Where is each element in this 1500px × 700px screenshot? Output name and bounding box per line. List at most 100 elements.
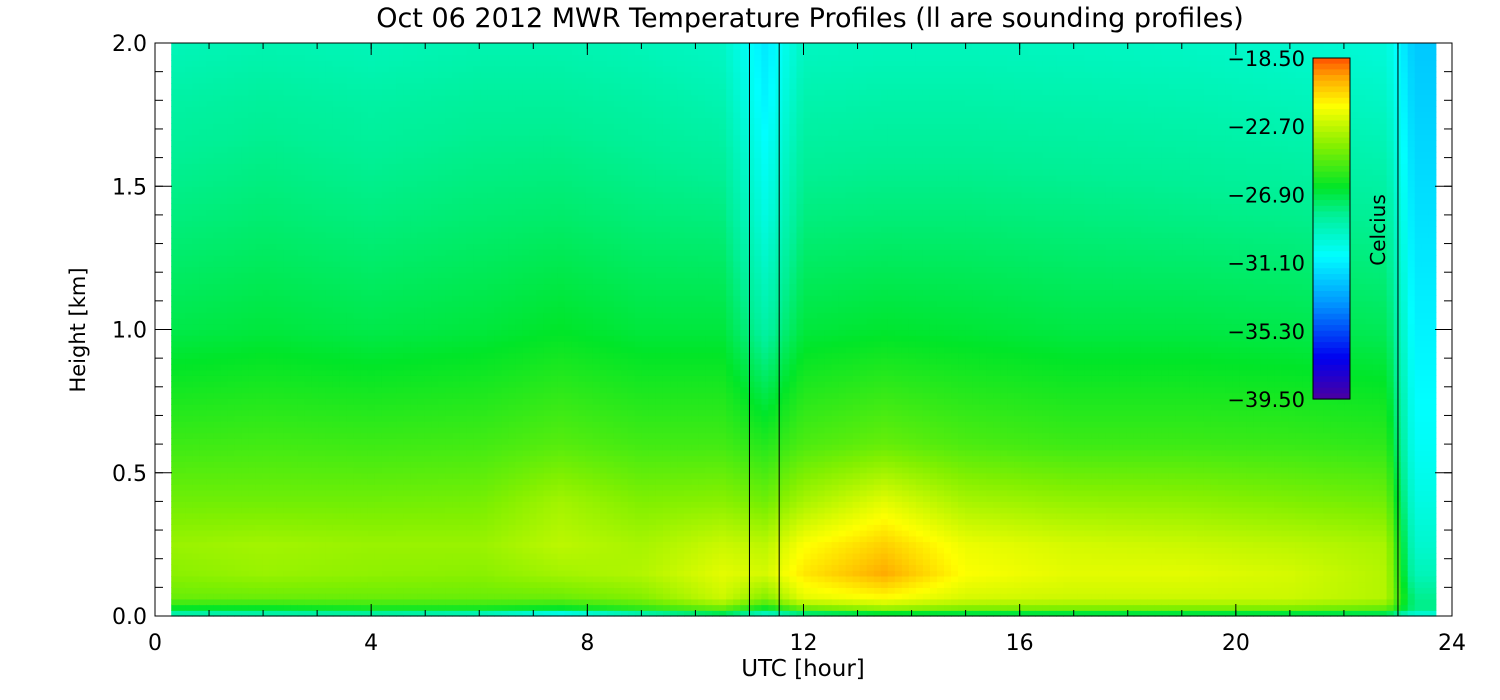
heatmap-cell [227,386,236,394]
heatmap-cell [346,54,355,61]
heatmap-cell [438,512,446,520]
heatmap-cell [185,237,193,245]
heatmap-cell [466,358,474,365]
heatmap-cell [269,43,278,50]
heatmap-cell [311,432,320,439]
heatmap-cell [220,94,229,101]
heatmap-cell [262,243,271,250]
heatmap-cell [318,518,327,525]
heatmap-cell [241,106,250,113]
heatmap-cell [192,381,200,388]
heatmap-cell [248,48,257,56]
heatmap-cell [360,461,369,468]
heatmap-cell [297,174,306,182]
heatmap-cell [283,495,292,502]
heatmap-cell [389,484,397,491]
heatmap-cell [297,570,306,577]
heatmap-cell [262,232,271,239]
heatmap-cell [403,65,411,73]
heatmap-cell [374,249,383,256]
heatmap-cell [353,203,362,210]
heatmap-cell [452,123,460,130]
heatmap-cell [381,455,390,462]
heatmap-cell [220,214,229,222]
heatmap-cell [339,295,348,302]
heatmap-cell [213,335,221,342]
heatmap-cell [262,381,271,388]
heatmap-cell [459,214,467,222]
heatmap-cell [431,65,439,73]
heatmap-cell [206,467,214,474]
heatmap-cell [339,478,348,485]
heatmap-cell [487,398,495,405]
heatmap-cell [410,318,418,325]
heatmap-cell [283,558,292,566]
heatmap-cell [508,335,517,342]
heatmap-cell [353,455,362,462]
heatmap-cell [297,358,306,365]
heatmap-cell [389,128,397,136]
heatmap-cell [290,535,299,543]
heatmap-cell [283,180,292,187]
heatmap-cell [367,83,376,90]
heatmap-cell [374,564,383,571]
heatmap-cell [199,530,207,537]
heatmap-cell [396,467,404,474]
heatmap-cell [494,593,503,600]
heatmap-cell [262,123,271,130]
heatmap-cell [353,186,362,193]
heatmap-cell [318,403,327,411]
heatmap-cell [445,318,453,325]
heatmap-cell [318,570,327,577]
heatmap-cell [192,403,200,411]
heatmap-cell [206,140,214,147]
heatmap-cell [325,226,334,233]
heatmap-cell [452,65,460,73]
heatmap-cell [192,249,200,256]
heatmap-cell [290,489,299,497]
heatmap-cell [417,106,425,113]
heatmap-cell [276,484,285,491]
heatmap-cell [234,593,243,600]
heatmap-cell [367,426,376,434]
heatmap-cell [501,381,510,388]
heatmap-cell [227,489,236,497]
heatmap-cell [262,83,271,90]
heatmap-cell [466,128,474,136]
heatmap-cell [276,318,285,325]
heatmap-cell [234,392,243,399]
heatmap-cell [424,88,432,96]
heatmap-cell [290,587,299,594]
heatmap-cell [325,266,334,273]
heatmap-cell [318,524,327,531]
heatmap-cell [199,266,207,273]
heatmap-cell [381,146,390,153]
heatmap-cell [255,489,264,497]
heatmap-cell [459,352,467,359]
heatmap-cell [255,243,264,250]
heatmap-cell [367,409,376,417]
heatmap-cell [360,478,369,485]
heatmap-cell [501,226,510,233]
heatmap-cell [220,157,229,164]
heatmap-cell [389,249,397,256]
heatmap-cell [290,94,299,101]
heatmap-cell [206,535,214,543]
heatmap-cell [389,266,397,273]
heatmap-cell [452,323,460,331]
heatmap-cell [459,295,467,302]
heatmap-cell [269,386,278,394]
heatmap-cell [234,421,243,428]
heatmap-cell [508,54,517,61]
heatmap-cell [508,134,517,142]
heatmap-cell [318,117,327,124]
heatmap-cell [192,489,200,497]
heatmap-cell [206,358,214,365]
heatmap-cell [248,266,257,273]
heatmap-cell [501,444,510,451]
heatmap-cell [438,501,446,508]
heatmap-cell [276,295,285,302]
heatmap-cell [192,134,200,142]
heatmap-cell [508,507,517,514]
heatmap-cell [396,249,404,256]
